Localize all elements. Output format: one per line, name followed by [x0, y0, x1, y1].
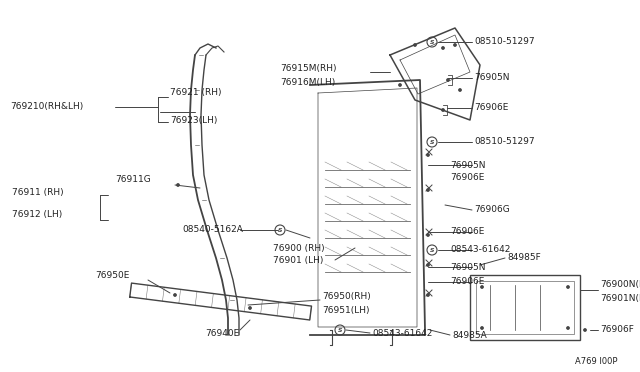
Text: 84985A: 84985A: [452, 330, 487, 340]
Text: 76940E: 76940E: [205, 330, 239, 339]
Circle shape: [442, 46, 445, 49]
Text: 76911 (RH): 76911 (RH): [12, 189, 63, 198]
Circle shape: [426, 263, 429, 266]
Text: 08510-51297: 08510-51297: [474, 38, 534, 46]
Text: 76906E: 76906E: [474, 103, 508, 112]
Text: 76912 (LH): 76912 (LH): [12, 211, 62, 219]
Text: 76901 (LH): 76901 (LH): [273, 256, 323, 264]
Circle shape: [173, 294, 177, 296]
Circle shape: [426, 189, 429, 192]
Circle shape: [584, 328, 586, 331]
Circle shape: [248, 307, 252, 310]
Text: A769 I00P: A769 I00P: [575, 357, 618, 366]
Text: 76906E: 76906E: [450, 173, 484, 183]
Text: 08543-61642: 08543-61642: [372, 328, 433, 337]
Text: 76901N(LH): 76901N(LH): [600, 294, 640, 302]
Text: S: S: [338, 327, 342, 333]
Circle shape: [426, 234, 429, 237]
Circle shape: [442, 109, 445, 112]
Circle shape: [566, 285, 570, 289]
Text: 769210(RH&LH): 769210(RH&LH): [10, 103, 83, 112]
Text: 76905N: 76905N: [450, 263, 486, 272]
Text: S: S: [429, 140, 435, 144]
Text: S: S: [429, 39, 435, 45]
Text: 76905N: 76905N: [474, 74, 509, 83]
Circle shape: [481, 285, 483, 289]
Circle shape: [413, 44, 417, 46]
Text: 08510-51297: 08510-51297: [474, 138, 534, 147]
Text: 76906F: 76906F: [600, 326, 634, 334]
Text: 84985F: 84985F: [507, 253, 541, 263]
Text: 76950E: 76950E: [95, 270, 129, 279]
Text: 76911G: 76911G: [115, 176, 151, 185]
Text: 76923(LH): 76923(LH): [170, 115, 218, 125]
Text: 76905N: 76905N: [450, 160, 486, 170]
Text: 76900N(RH): 76900N(RH): [600, 280, 640, 289]
Circle shape: [426, 154, 429, 157]
Circle shape: [454, 44, 456, 46]
Circle shape: [426, 294, 429, 296]
Circle shape: [566, 327, 570, 330]
Text: 76906G: 76906G: [474, 205, 509, 215]
Circle shape: [399, 83, 401, 87]
Text: 76950(RH): 76950(RH): [322, 292, 371, 301]
Text: S: S: [278, 228, 282, 232]
Text: 76906E: 76906E: [450, 278, 484, 286]
Text: 08540-5162A: 08540-5162A: [182, 225, 243, 234]
Circle shape: [458, 89, 461, 92]
Text: S: S: [429, 247, 435, 253]
Text: 76916M(LH): 76916M(LH): [280, 77, 335, 87]
Text: 08543-61642: 08543-61642: [450, 246, 510, 254]
Text: 76921 (RH): 76921 (RH): [170, 89, 221, 97]
Text: 76900 (RH): 76900 (RH): [273, 244, 324, 253]
Text: 76906E: 76906E: [450, 228, 484, 237]
Circle shape: [177, 183, 179, 186]
Text: 76951(LH): 76951(LH): [322, 305, 369, 314]
Text: 76915M(RH): 76915M(RH): [280, 64, 337, 73]
Circle shape: [481, 327, 483, 330]
Circle shape: [447, 78, 449, 81]
